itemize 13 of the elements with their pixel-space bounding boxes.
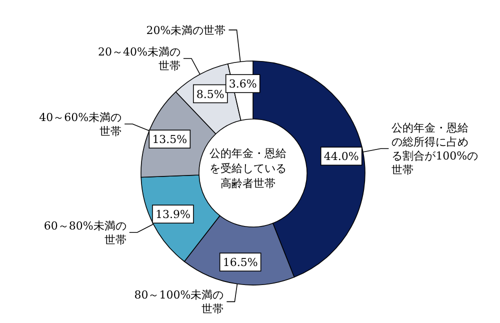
slice-label: 公的年金・恩給の総所得に占める割合が100%の世帯 bbox=[392, 122, 478, 177]
data-label: 3.6% bbox=[228, 78, 257, 91]
slice-label: 60～80%未満の世帯 bbox=[44, 219, 126, 246]
data-label: 13.5% bbox=[152, 133, 188, 146]
text: 公的年金・恩給を受給している高齢者世帯 bbox=[210, 147, 286, 190]
data-label: 8.5% bbox=[196, 88, 224, 101]
data-label: 16.5% bbox=[222, 256, 258, 270]
data-label: 44.0% bbox=[324, 150, 359, 164]
slice-label: 40～60%未満の世帯 bbox=[39, 111, 122, 138]
slice-label: 20%未満の世帯 bbox=[146, 24, 226, 37]
slice-label: 20～40%未満の世帯 bbox=[98, 45, 180, 72]
data-label: 13.9% bbox=[155, 208, 190, 222]
slice-label: 80～100%未満の世帯 bbox=[134, 288, 224, 316]
